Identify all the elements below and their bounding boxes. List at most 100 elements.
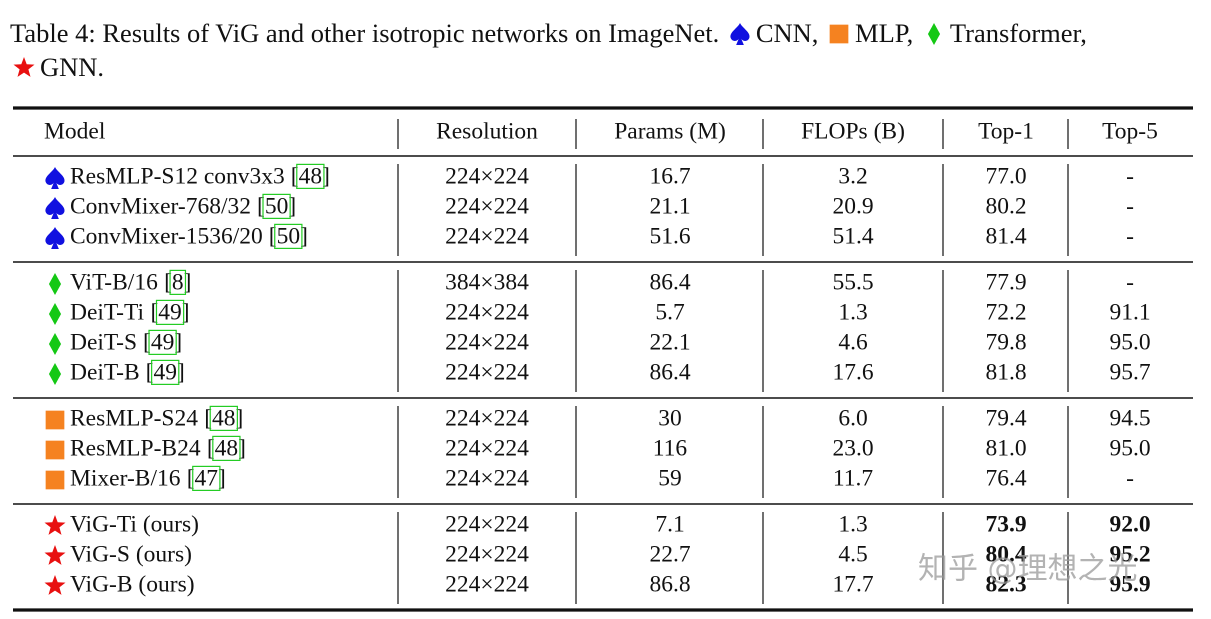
legend-icon-svg <box>13 57 35 77</box>
cell: 82.3 <box>985 571 1026 597</box>
icon-shape <box>45 470 65 490</box>
cell: 224×224 <box>445 299 529 325</box>
caption-line: GNN. <box>10 50 1205 84</box>
column-header: FLOPs (B) <box>801 118 905 144</box>
cell: 80.4 <box>985 541 1026 567</box>
model-name: ViG-Ti (ours) <box>70 511 199 537</box>
cell: 95.2 <box>1109 541 1150 567</box>
column-header: Top-1 <box>978 118 1034 144</box>
cell: 3.2 <box>838 163 867 189</box>
model-name: Mixer-B/16 <box>70 465 181 491</box>
cell: 16.7 <box>649 163 690 189</box>
icon-shape <box>48 273 62 295</box>
cell: 21.1 <box>649 193 690 219</box>
citation-box <box>212 435 241 461</box>
cell: 224×224 <box>445 359 529 385</box>
model-name: ResMLP-S24 <box>70 405 198 431</box>
cell: 17.7 <box>832 571 873 597</box>
legend-label: MLP, <box>855 18 914 48</box>
cell: 4.5 <box>838 541 867 567</box>
cell: 81.4 <box>985 223 1026 249</box>
citation-box <box>209 405 238 431</box>
icon-shape <box>44 515 66 535</box>
cell: 23.0 <box>832 435 873 461</box>
cell: 224×224 <box>445 465 529 491</box>
cell: 224×224 <box>445 571 529 597</box>
cell: - <box>1126 193 1134 219</box>
model-name: DeiT-S <box>70 329 137 355</box>
cell: 224×224 <box>445 541 529 567</box>
cell: 81.0 <box>985 435 1026 461</box>
model-name: ViG-S (ours) <box>70 541 192 567</box>
cell: 1.3 <box>838 511 867 537</box>
watermark: 知乎 @理想之光 <box>918 552 1138 587</box>
legend-icon <box>920 18 950 48</box>
citation-box <box>262 193 291 219</box>
legend-label: Transformer, <box>949 18 1087 48</box>
icon-shape <box>45 227 65 249</box>
model-name: ConvMixer-1536/20 <box>70 223 263 249</box>
column-header: Model <box>44 118 106 144</box>
cell: 92.0 <box>1109 511 1150 537</box>
cell: 51.4 <box>832 223 873 249</box>
cell: 224×224 <box>445 193 529 219</box>
cell: 73.9 <box>985 511 1026 537</box>
cell: 95.9 <box>1109 571 1150 597</box>
legend-label: CNN, <box>755 18 819 48</box>
cell: 79.8 <box>985 329 1026 355</box>
cell: 224×224 <box>445 435 529 461</box>
legend-label: GNN. <box>40 52 105 82</box>
cell: 76.4 <box>985 465 1026 491</box>
caption-line: Table 4: Results of ViG and other isotro… <box>10 16 1205 50</box>
legend-icon <box>726 18 756 48</box>
cell: 59 <box>658 465 682 491</box>
cell: 91.1 <box>1109 299 1150 325</box>
cell: 7.1 <box>655 511 684 537</box>
cell: 6.0 <box>838 405 867 431</box>
cell: 51.6 <box>649 223 690 249</box>
model-name: ViT-B/16 <box>70 269 158 295</box>
cell: 94.5 <box>1109 405 1150 431</box>
icon-shape <box>44 545 66 565</box>
cell: 95.0 <box>1109 329 1150 355</box>
cell: - <box>1126 465 1134 491</box>
cell: 72.2 <box>985 299 1026 325</box>
cell: 224×224 <box>445 223 529 249</box>
cell: 95.0 <box>1109 435 1150 461</box>
cell: 224×224 <box>445 163 529 189</box>
icon-shape <box>48 333 62 355</box>
icon-shape <box>45 197 65 219</box>
citation-box <box>151 359 180 385</box>
citation-box <box>148 329 177 355</box>
citation-box <box>192 465 221 491</box>
model-name: ViG-B (ours) <box>70 571 195 597</box>
icon-shape <box>829 24 849 44</box>
citation-box <box>155 299 185 325</box>
icon-shape <box>730 23 750 45</box>
model-name: ResMLP-S12 conv3x3 <box>70 163 285 189</box>
cell: 20.9 <box>832 193 873 219</box>
cell: 116 <box>653 435 688 461</box>
legend-icon <box>10 52 40 82</box>
model-name: ConvMixer-768/32 <box>70 193 251 219</box>
citation-box <box>296 163 325 189</box>
icon-shape <box>13 57 35 77</box>
column-header: Params (M) <box>614 118 726 144</box>
cell: 79.4 <box>985 405 1026 431</box>
cell: 86.8 <box>649 571 690 597</box>
cell: 224×224 <box>445 329 529 355</box>
model-name: DeiT-B <box>70 359 140 385</box>
caption-text: Table 4: Results of ViG and other isotro… <box>10 18 720 48</box>
citation-box <box>274 223 303 249</box>
icon-shape <box>45 167 65 189</box>
cell: 86.4 <box>649 269 690 295</box>
cell: 224×224 <box>445 511 529 537</box>
cell: 224×224 <box>445 405 529 431</box>
icon-shape <box>45 410 65 430</box>
icon-shape <box>48 303 62 325</box>
column-header: Resolution <box>436 118 538 144</box>
cell: 22.7 <box>649 541 690 567</box>
icon-shape <box>48 363 62 385</box>
